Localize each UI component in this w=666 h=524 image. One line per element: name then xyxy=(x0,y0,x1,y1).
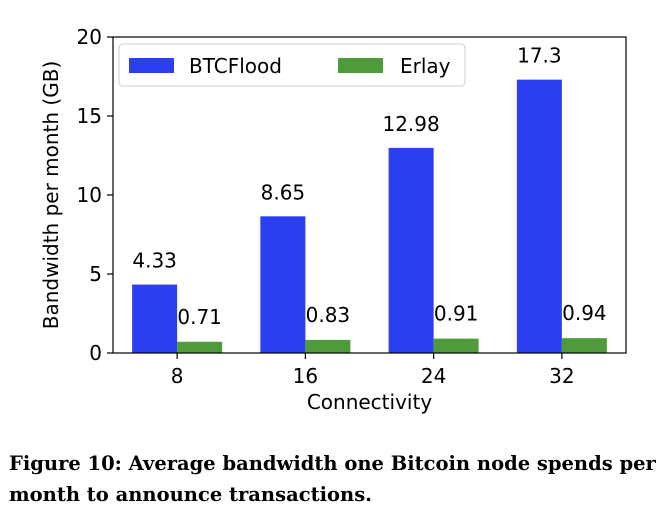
y-tick-label-0: 0 xyxy=(89,341,102,365)
x-axis-label: Connectivity xyxy=(307,390,432,414)
y-tick-label-15: 15 xyxy=(77,104,102,128)
data-label-btcflood-24: 12.98 xyxy=(382,112,439,136)
x-tick-label-16: 16 xyxy=(293,364,318,388)
data-label-erlay-32: 0.94 xyxy=(562,301,607,325)
data-label-btcflood-32: 17.3 xyxy=(517,44,562,68)
data-label-erlay-16: 0.83 xyxy=(306,303,351,327)
bar-btcflood-32 xyxy=(516,79,562,353)
legend-box xyxy=(118,43,466,87)
data-label-erlay-8: 0.71 xyxy=(177,305,222,329)
legend: BTCFlood Erlay xyxy=(118,43,466,87)
data-label-btcflood-16: 8.65 xyxy=(261,180,306,204)
x-tick-label-32: 32 xyxy=(549,364,574,388)
legend-swatch-btcflood xyxy=(129,58,174,73)
bars-layer xyxy=(132,79,607,353)
bar-btcflood-8 xyxy=(132,284,178,353)
y-axis-ticks: 0 5 10 15 20 xyxy=(77,25,113,365)
bar-erlay-8 xyxy=(177,341,223,353)
legend-swatch-erlay xyxy=(338,58,383,73)
bar-chart: 4.33 8.65 12.98 17.3 0.71 0.83 0.91 0.94 0 5 10 15… xyxy=(39,25,627,414)
y-axis-label: Bandwidth per month (GB) xyxy=(39,61,63,330)
x-tick-label-8: 8 xyxy=(171,364,184,388)
data-labels-layer: 4.33 8.65 12.98 17.3 0.71 0.83 0.91 0.94 xyxy=(132,44,606,329)
data-label-erlay-24: 0.91 xyxy=(434,302,479,326)
bar-erlay-16 xyxy=(305,339,351,353)
bar-btcflood-24 xyxy=(388,147,434,353)
legend-label-erlay: Erlay xyxy=(400,54,451,78)
legend-label-btcflood: BTCFlood xyxy=(189,54,282,78)
data-label-btcflood-8: 4.33 xyxy=(132,249,177,273)
x-axis-ticks: 8 16 24 32 xyxy=(171,353,575,388)
y-tick-label-20: 20 xyxy=(77,25,102,49)
bar-erlay-24 xyxy=(433,338,479,353)
bar-btcflood-16 xyxy=(260,216,306,353)
y-tick-label-5: 5 xyxy=(89,262,102,286)
bar-erlay-32 xyxy=(561,338,607,353)
y-tick-label-10: 10 xyxy=(77,183,102,207)
figure-caption: Figure 10: Average bandwidth one Bitcoin… xyxy=(9,452,656,506)
x-tick-label-24: 24 xyxy=(421,364,446,388)
